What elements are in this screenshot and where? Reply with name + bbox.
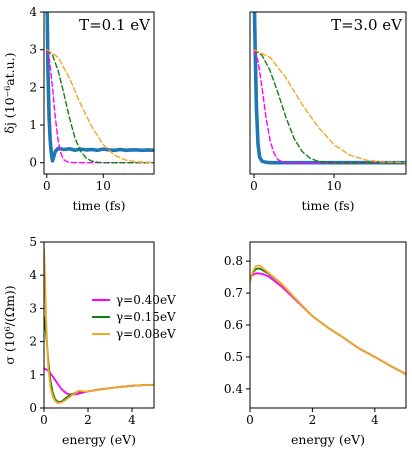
series-group xyxy=(44,247,154,404)
y-tick-label: 0.8 xyxy=(224,254,243,268)
x-axis-label: time (fs) xyxy=(72,198,125,213)
y-tick-label: 0.5 xyxy=(224,350,243,364)
series-line-green xyxy=(253,49,406,164)
series-line-current xyxy=(252,12,406,165)
series-line-orange xyxy=(46,49,154,164)
series-line-orange xyxy=(250,264,406,376)
y-tick-label: 0.7 xyxy=(224,286,243,300)
temperature-annotation: T=0.1 eV xyxy=(79,16,151,34)
y-tick-label: 0.4 xyxy=(224,382,243,396)
series-line-green xyxy=(46,49,154,164)
y-tick-label: 1 xyxy=(29,368,37,382)
x-tick-label: 0 xyxy=(250,179,258,193)
y-axis-label: δj (10⁻⁶at.u.) xyxy=(2,52,17,133)
plot-frame xyxy=(43,11,155,175)
x-tick-label: 4 xyxy=(128,413,136,427)
plot-frame xyxy=(249,11,407,175)
legend: γ=0.40eV γ=0.15eV γ=0.08eV xyxy=(92,293,176,341)
legend-entry-label: γ=0.40eV xyxy=(116,293,176,307)
y-tick-label: 0.6 xyxy=(224,318,243,332)
series-group xyxy=(45,12,154,164)
series-group xyxy=(252,12,406,165)
series-line-green xyxy=(250,267,406,376)
series-group xyxy=(250,264,406,376)
y-axis-label: σ (10⁶/(Ωm)) xyxy=(2,285,17,364)
legend-entry-label: γ=0.08eV xyxy=(116,327,176,341)
plot-frame xyxy=(43,241,155,409)
panel-top-right: 0 10 time (fs) T=3.0 eV xyxy=(249,11,407,213)
series-line-current xyxy=(45,12,154,163)
x-tick-label: 0 xyxy=(246,413,254,427)
y-tick-label: 4 xyxy=(29,268,37,282)
y-tick-label: 0 xyxy=(29,401,37,415)
y-tick-label: 0 xyxy=(29,156,37,170)
y-tick-label: 4 xyxy=(29,5,37,19)
y-tick-label: 3 xyxy=(29,43,37,57)
x-axis-label: energy (eV) xyxy=(291,432,365,447)
series-line-magenta xyxy=(46,49,154,164)
x-tick-label: 10 xyxy=(326,179,341,193)
series-line-orange xyxy=(44,247,154,404)
x-axis-label: time (fs) xyxy=(301,198,354,213)
x-axis-label: energy (eV) xyxy=(62,432,136,447)
x-tick-label: 10 xyxy=(96,179,111,193)
series-line-magenta xyxy=(250,272,406,376)
y-tick-label: 3 xyxy=(29,301,37,315)
panel-bottom-right: 0 2 4 0.4 0.5 0.6 0.7 0.8 energy (eV) xyxy=(224,241,407,447)
x-tick-label: 4 xyxy=(371,413,379,427)
x-tick-label: 0 xyxy=(40,413,48,427)
x-tick-label: 2 xyxy=(84,413,92,427)
panel-bottom-left: 0 2 4 0 1 2 3 4 5 energy (eV) σ (10⁶/(Ωm)) γ=0.40eV… xyxy=(2,235,176,447)
y-tick-label: 2 xyxy=(29,335,37,349)
series-line-magenta xyxy=(253,49,406,164)
panel-top-left: 0 10 0 1 2 3 4 time (fs) δj (10⁻⁶at.u.) T=0.1 eV xyxy=(2,5,155,213)
series-line-orange xyxy=(253,49,406,164)
y-tick-label: 2 xyxy=(29,80,37,94)
plot-frame xyxy=(249,241,407,409)
temperature-annotation: T=3.0 eV xyxy=(331,16,403,34)
legend-entry-label: γ=0.15eV xyxy=(116,310,176,324)
x-tick-label: 2 xyxy=(309,413,317,427)
y-tick-label: 5 xyxy=(29,235,37,249)
y-tick-label: 1 xyxy=(29,118,37,132)
series-line-magenta xyxy=(44,367,154,396)
x-tick-label: 0 xyxy=(43,179,51,193)
